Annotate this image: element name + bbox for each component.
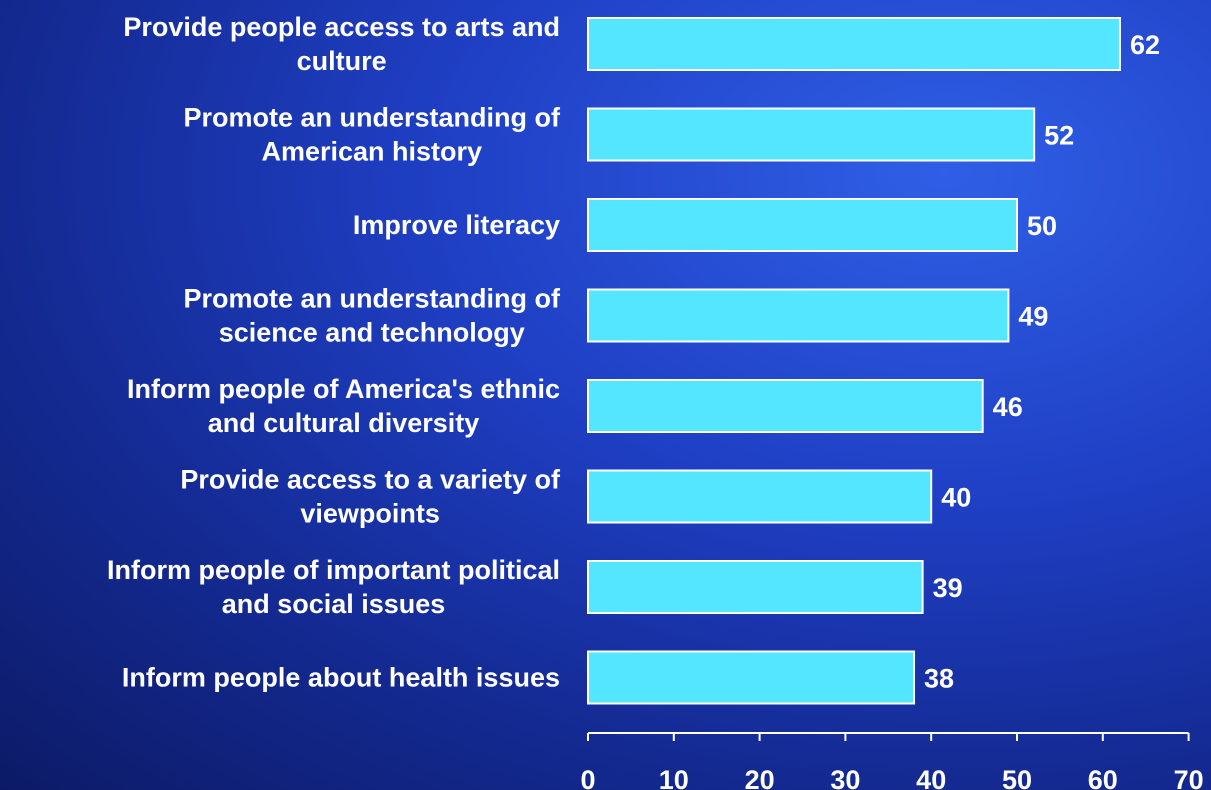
value-label-1: 52	[1044, 121, 1074, 151]
x-tick-label-6: 60	[1088, 765, 1118, 790]
bar-7	[587, 650, 916, 705]
x-axis: 0 10 20 30 40 50 60 70	[580, 732, 1204, 790]
value-label-3: 49	[1018, 302, 1048, 332]
category-label-6: Inform people of important political and …	[107, 555, 560, 619]
bar-6	[587, 560, 924, 614]
bar-2	[587, 198, 1018, 252]
value-label-6: 39	[933, 573, 963, 603]
x-tick-label-4: 40	[916, 765, 946, 790]
x-tick-label-2: 20	[745, 765, 775, 790]
bar-0	[587, 17, 1121, 71]
category-label-7: Inform people about health issues	[122, 663, 560, 693]
value-label-0: 62	[1130, 30, 1160, 60]
x-tick-label-7: 70	[1174, 765, 1204, 790]
category-label-4: Inform people of America's ethnic and cul…	[127, 374, 560, 438]
category-label-0: Provide people access to arts and culture	[123, 12, 560, 76]
value-label-7: 38	[924, 664, 954, 694]
x-tick-label-5: 50	[1002, 765, 1032, 790]
x-tick-label-1: 10	[659, 765, 689, 790]
bar-5	[587, 469, 933, 524]
value-label-2: 50	[1027, 211, 1057, 241]
bar-3	[587, 288, 1010, 343]
category-label-2: Improve literacy	[353, 210, 560, 240]
category-labels: Provide people access to arts and culture…	[107, 12, 561, 693]
value-label-5: 40	[941, 483, 971, 513]
x-tick-label-0: 0	[580, 765, 595, 790]
value-label-4: 46	[993, 392, 1023, 422]
bar-4	[587, 379, 984, 433]
category-label-5: Provide access to a variety of viewpoints	[180, 465, 561, 529]
bars-group	[587, 17, 1121, 705]
value-labels: 62 52 50 49 46 40 39 38	[924, 30, 1160, 694]
bar-1	[587, 107, 1036, 162]
x-tick-label-3: 30	[830, 765, 860, 790]
category-label-1: Promote an understanding of American hist…	[183, 103, 561, 167]
category-label-3: Promote an understanding of science and t…	[183, 284, 561, 348]
